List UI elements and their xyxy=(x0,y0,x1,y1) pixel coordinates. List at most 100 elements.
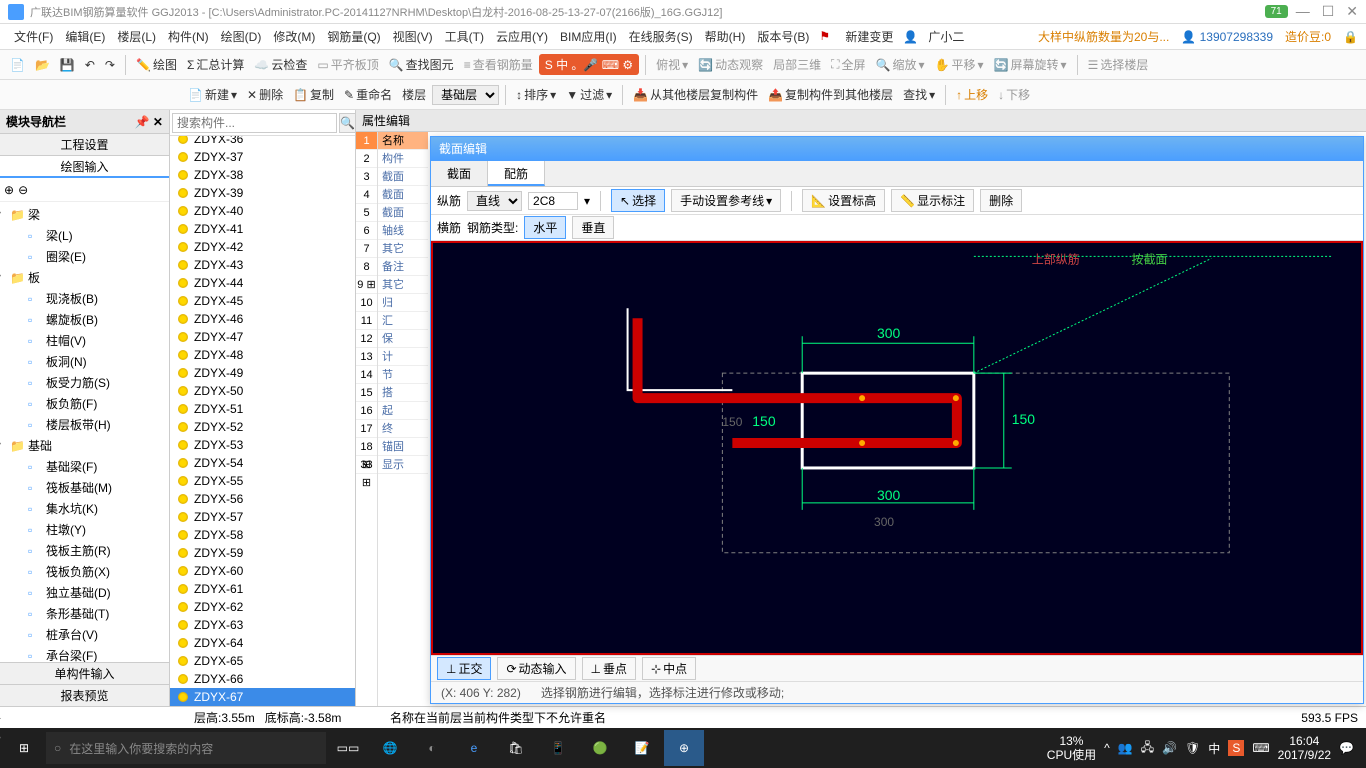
component-item[interactable]: ZDYX-49 xyxy=(170,364,355,382)
prop-row-number[interactable]: 1 xyxy=(356,132,377,150)
prop-row-number[interactable]: 11 xyxy=(356,312,377,330)
tree-node[interactable]: ▫圈梁(E) xyxy=(0,246,169,267)
prop-row-label[interactable]: 终 xyxy=(378,420,428,438)
lock-icon[interactable]: 🔒 xyxy=(1343,30,1358,44)
user-one[interactable]: 广小二 xyxy=(922,26,970,47)
component-item[interactable]: ZDYX-60 xyxy=(170,562,355,580)
tree-node[interactable]: ▫筏板负筋(X) xyxy=(0,561,169,582)
component-item[interactable]: ZDYX-46 xyxy=(170,310,355,328)
prop-row-number[interactable]: 8 xyxy=(356,258,377,276)
rotate-button[interactable]: 🔄屏幕旋转 ▾ xyxy=(990,54,1071,75)
tray-ime-cn[interactable]: 中 xyxy=(1208,740,1220,757)
component-item[interactable]: ZDYX-64 xyxy=(170,634,355,652)
minimize-button[interactable]: — xyxy=(1296,3,1310,20)
menu-item[interactable]: 修改(M) xyxy=(267,28,321,46)
tree-node[interactable]: ▫柱帽(V) xyxy=(0,330,169,351)
component-item[interactable]: ZDYX-58 xyxy=(170,526,355,544)
tray-up-icon[interactable]: ^ xyxy=(1104,741,1110,755)
component-item[interactable]: ZDYX-39 xyxy=(170,184,355,202)
component-item[interactable]: ZDYX-36 xyxy=(170,136,355,148)
ime-indicator[interactable]: S 中 。🎤 ⌨ ⚙ xyxy=(539,54,639,75)
taskbar-search[interactable]: ○ 在这里输入你要搜索的内容 xyxy=(46,732,326,764)
taskbar-app-1[interactable]: 🌐 xyxy=(370,730,410,766)
prop-row-label[interactable]: 名称 xyxy=(378,132,428,150)
select-floor-button[interactable]: ☰ 选择楼层 xyxy=(1084,54,1153,75)
taskbar-edge[interactable]: e xyxy=(454,730,494,766)
move-down-button[interactable]: ↓ 下移 xyxy=(994,84,1034,105)
prop-row-number[interactable]: 3 xyxy=(356,168,377,186)
search-component-button[interactable]: 查找 ▾ xyxy=(899,84,939,105)
tree-node[interactable]: ▫板洞(N) xyxy=(0,351,169,372)
rebar-spec-input[interactable] xyxy=(528,192,578,210)
prop-row-number[interactable]: 5 xyxy=(356,204,377,222)
prop-row-number[interactable]: 15 xyxy=(356,384,377,402)
section-editor-title[interactable]: 截面编辑 xyxy=(431,137,1363,161)
tree-node[interactable]: ▫筏板基础(M) xyxy=(0,477,169,498)
menu-item[interactable]: 云应用(Y) xyxy=(490,28,554,46)
prop-row-number[interactable]: 12 xyxy=(356,330,377,348)
prop-row-number[interactable]: 17 xyxy=(356,420,377,438)
component-item[interactable]: ZDYX-52 xyxy=(170,418,355,436)
ortho-button[interactable]: ⊥ 正交 xyxy=(437,657,491,680)
tree-node[interactable]: ▫集水坑(K) xyxy=(0,498,169,519)
prop-row-label[interactable]: 锚固 xyxy=(378,438,428,456)
component-item[interactable]: ZDYX-62 xyxy=(170,598,355,616)
line-type-select[interactable]: 直线 xyxy=(467,191,522,211)
tree-node[interactable]: ▫桩承台(V) xyxy=(0,624,169,645)
tree-node[interactable]: ▫承台梁(F) xyxy=(0,645,169,662)
task-view-button[interactable]: ▭▭ xyxy=(328,730,368,766)
select-tool-button[interactable]: ↖ 选择 xyxy=(611,189,665,212)
open-file-button[interactable]: 📂 xyxy=(31,56,54,74)
sum-button[interactable]: Σ 汇总计算 xyxy=(183,54,248,75)
flat-top-button[interactable]: ▭ 平齐板顶 xyxy=(313,54,382,75)
component-item[interactable]: ZDYX-57 xyxy=(170,508,355,526)
component-item[interactable]: ZDYX-54 xyxy=(170,454,355,472)
floor-select[interactable]: 基础层 xyxy=(432,85,499,105)
component-item[interactable]: ZDYX-47 xyxy=(170,328,355,346)
draw-button[interactable]: ✏️绘图 xyxy=(132,54,181,75)
tree-node[interactable]: ▫螺旋板(B) xyxy=(0,309,169,330)
view-steel-button[interactable]: ≡ 查看钢筋量 xyxy=(460,54,537,75)
tray-clock[interactable]: 16:04 2017/9/22 xyxy=(1278,734,1331,763)
tree-node[interactable]: ▫楼层板带(H) xyxy=(0,414,169,435)
sort-button[interactable]: ↕ 排序 ▾ xyxy=(512,84,560,105)
tray-people-icon[interactable]: 👥 xyxy=(1118,741,1133,755)
cloud-check-button[interactable]: ☁️云检查 xyxy=(250,54,311,75)
midpoint-button[interactable]: ⊹ 中点 xyxy=(642,657,696,680)
dynamic-input-button[interactable]: ⟳ 动态输入 xyxy=(497,657,575,680)
tray-keyboard-icon[interactable]: ⌨ xyxy=(1252,741,1269,755)
undo-button[interactable]: ↶ xyxy=(81,56,99,74)
component-item[interactable]: ZDYX-40 xyxy=(170,202,355,220)
prop-row-label[interactable]: 轴线 xyxy=(378,222,428,240)
menu-item[interactable]: 视图(V) xyxy=(387,28,439,46)
taskbar-app-6[interactable]: ⊕ xyxy=(664,730,704,766)
component-item[interactable]: ZDYX-66 xyxy=(170,670,355,688)
zoom-button[interactable]: 🔍缩放 ▾ xyxy=(872,54,929,75)
component-item[interactable]: ZDYX-41 xyxy=(170,220,355,238)
component-item[interactable]: ZDYX-44 xyxy=(170,274,355,292)
tray-network-icon[interactable]: 🖧 xyxy=(1141,738,1154,759)
tree-node[interactable]: ▫梁(L) xyxy=(0,225,169,246)
component-item[interactable]: ZDYX-38 xyxy=(170,166,355,184)
tree-node[interactable]: ▫现浇板(B) xyxy=(0,288,169,309)
menu-item[interactable]: 工具(T) xyxy=(439,28,490,46)
tab-project-settings[interactable]: 工程设置 xyxy=(0,134,169,156)
tree-collapse-icon[interactable]: ⊖ xyxy=(18,183,28,197)
tree-node[interactable]: 📁板 xyxy=(0,267,169,288)
taskbar-app-2[interactable]: ◐ xyxy=(412,730,452,766)
prop-row-number[interactable]: 7 xyxy=(356,240,377,258)
pin-icon[interactable]: 📌 ✕ xyxy=(135,115,163,129)
tree-node[interactable]: ▫条形基础(T) xyxy=(0,603,169,624)
start-button[interactable]: ⊞ xyxy=(4,730,44,766)
menu-item[interactable]: 钢筋量(Q) xyxy=(321,28,386,46)
tree-node[interactable]: ▫板受力筋(S) xyxy=(0,372,169,393)
search-input[interactable] xyxy=(172,113,337,133)
component-item[interactable]: ZDYX-43 xyxy=(170,256,355,274)
taskbar-store[interactable]: 🛍 xyxy=(496,730,536,766)
tab-section[interactable]: 截面 xyxy=(431,161,488,186)
taskbar-app-5[interactable]: 📝 xyxy=(622,730,662,766)
prop-row-number[interactable]: 6 xyxy=(356,222,377,240)
dynamic-view-button[interactable]: 🔄动态观察 xyxy=(694,54,767,75)
maximize-button[interactable]: ☐ xyxy=(1322,3,1335,20)
local-3d-button[interactable]: 局部三维 xyxy=(769,54,825,75)
